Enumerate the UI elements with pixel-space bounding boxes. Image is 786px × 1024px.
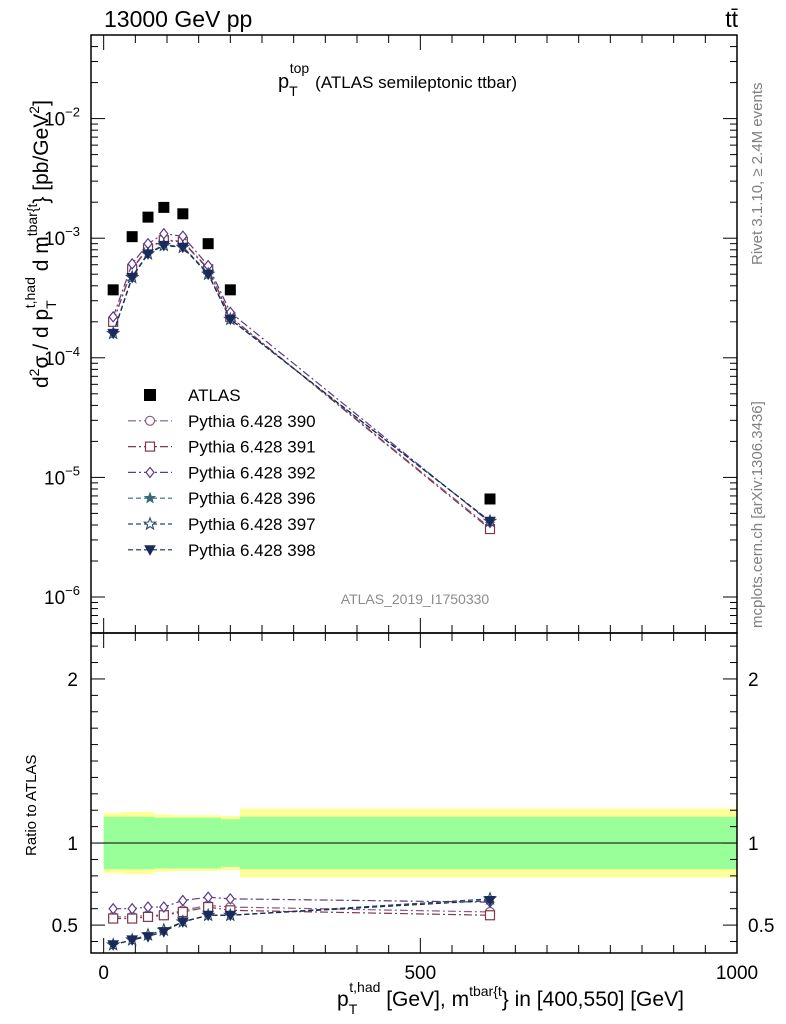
series-6-point (107, 328, 120, 340)
ratio-series-6-point (224, 910, 237, 922)
atlas-data-point (107, 284, 119, 296)
ratio-series-3-point (225, 892, 236, 905)
ratio-y-tick-label-right: 0.5 (748, 916, 774, 937)
ratio-series-3-point (108, 902, 118, 915)
ratio-y-tick-label-left: 1 (67, 834, 78, 855)
main-y-tick-label: 10−6 (44, 583, 80, 609)
legend-marker-3 (145, 466, 155, 479)
ratio-series-6-point (107, 940, 120, 951)
ratio-series-2-point (142, 911, 154, 922)
ratio-frame (90, 632, 738, 954)
main-y-tick-label: 10−3 (44, 224, 80, 250)
legend-label-5: Pythia 6.428 397 (188, 515, 316, 534)
x-tick-label: 0 (98, 963, 109, 984)
ratio-series-line-4 (113, 898, 491, 946)
main-panel: 10−6 10−5 10−4 10−3 10−2 (44, 34, 738, 634)
ratio-series-6-point (176, 917, 189, 928)
ratio-series-3-point (127, 902, 137, 915)
ratio-y-tick-label-left: 2 (67, 670, 78, 691)
legend-marker-atlas (144, 389, 156, 401)
ratio-series-2-point (108, 913, 119, 924)
ratio-series-line-6 (113, 899, 491, 946)
legend-marker-2 (144, 441, 156, 452)
legend-label-3: Pythia 6.428 392 (188, 463, 316, 482)
ratio-panel: 0 500 1000 0.5 0.5 1 1 2 2 (52, 632, 774, 984)
series-6-point (157, 240, 170, 252)
ratio-series-6-point (126, 935, 139, 946)
series-6-point (224, 314, 237, 326)
ratio-series-6-point (484, 895, 496, 907)
series-6-point (142, 249, 154, 260)
main-plot-title: pTtop(ATLAS semileptonic ttbar) (278, 60, 517, 99)
series-6-point (126, 272, 139, 284)
series-line-6 (112, 244, 491, 522)
atlas-data-point (484, 493, 496, 505)
ratio-series-3-point (143, 901, 153, 914)
legend-marker-1 (144, 415, 156, 426)
series-6-point (202, 269, 215, 281)
header-energy-label: 13000 GeV pp (104, 6, 252, 32)
legend-marker-5 (142, 516, 158, 531)
atlas-data-point (177, 208, 189, 220)
atlas-data-point (126, 231, 138, 243)
analysis-tag: ATLAS_2019_I1750330 (341, 591, 490, 607)
main-y-axis-label: d2σ / d pTt,had d mtbar{t} [pb/GeV2] (22, 100, 59, 388)
x-tick-label: 1000 (716, 963, 758, 984)
ratio-y-tick-label-right: 1 (748, 834, 759, 855)
x-axis-label: pTt,had [GeV], mtbar{t} in [400,550] [Ge… (337, 979, 684, 1017)
legend-label-2: Pythia 6.428 391 (188, 438, 316, 457)
atlas-data-point (142, 211, 154, 223)
series-line-3 (112, 233, 491, 523)
legend-marker-6 (144, 545, 156, 556)
x-tick-label: 500 (404, 963, 436, 984)
series-3-point (127, 257, 137, 270)
ratio-series-6-point (202, 910, 215, 922)
legend-label-6: Pythia 6.428 398 (188, 541, 316, 560)
legend-marker-4 (143, 491, 157, 504)
series-line-2 (112, 239, 491, 530)
series-6-point (176, 242, 189, 254)
legend-label-atlas: ATLAS (188, 386, 241, 405)
series-3-point (108, 310, 118, 323)
ratio-series-6-point (142, 932, 154, 943)
ratio-series-line-5 (113, 898, 491, 946)
mcplots-label: mcplots.cern.ch [arXiv:1306.3436] (749, 401, 766, 628)
ratio-y-tick-label-right: 2 (748, 670, 759, 691)
atlas-data-point (224, 284, 236, 296)
ratio-series-3-point (203, 891, 213, 904)
atlas-data-point (158, 201, 170, 213)
ratio-series-3-point (178, 894, 188, 907)
ratio-series-2-point (127, 913, 138, 924)
legend-label-1: Pythia 6.428 390 (188, 412, 316, 431)
main-y-tick-label: 10−5 (44, 463, 80, 489)
ratio-series-2-point (484, 910, 496, 921)
legend-label-4: Pythia 6.428 396 (188, 489, 316, 508)
ratio-y-axis-label: Ratio to ATLAS (23, 755, 40, 856)
rivet-version-label: Rivet 3.1.10, ≥ 2.4M events (749, 83, 766, 266)
header-process-label: tt̄ (725, 6, 738, 32)
series-6-point (484, 516, 496, 528)
ratio-series-line-2 (113, 906, 491, 920)
legend: ATLAS Pythia 6.428 390 Pythia 6.428 391 Pyt… (128, 386, 316, 560)
ratio-series-line-3 (113, 896, 491, 910)
ratio-series-6-point (157, 927, 170, 938)
series-line-1 (112, 239, 491, 529)
ratio-series-3-point (159, 901, 169, 914)
atlas-data-point (202, 238, 214, 250)
ratio-y-tick-label-left: 0.5 (52, 916, 78, 937)
main-y-tick-label: 10−4 (44, 344, 80, 370)
main-y-tick-label: 10−2 (44, 105, 80, 131)
